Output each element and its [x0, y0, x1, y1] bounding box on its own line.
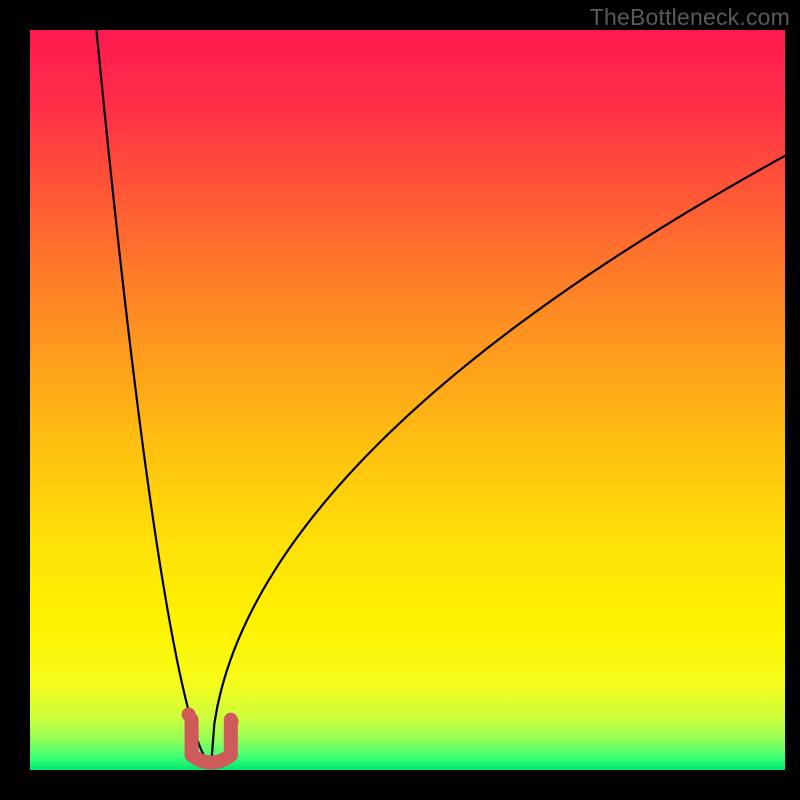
optimal-dot-right [225, 715, 239, 729]
bottleneck-chart [0, 0, 800, 800]
optimal-dot-left [182, 708, 196, 722]
chart-stage: TheBottleneck.com [0, 0, 800, 800]
watermark-label: TheBottleneck.com [590, 4, 790, 31]
